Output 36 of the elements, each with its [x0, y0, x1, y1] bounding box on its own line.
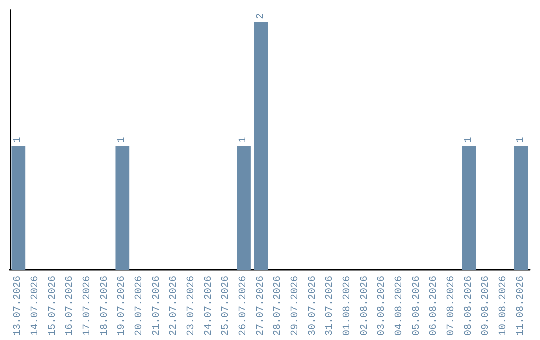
x-tick-label: 13.07.2026: [13, 276, 24, 336]
x-tick-label: 31.07.2026: [325, 276, 336, 336]
x-tick-label: 29.07.2026: [290, 276, 302, 336]
x-tick-label: 16.07.2026: [65, 276, 76, 336]
x-tick-label: 11.08.2026: [516, 276, 527, 336]
x-tick-label: 22.07.2026: [169, 276, 180, 336]
x-tick-label: 09.08.2026: [481, 276, 492, 336]
data-label: 1: [516, 137, 527, 144]
x-tick-label: 23.07.2026: [186, 276, 198, 336]
x-tick-label: 14.07.2026: [30, 276, 42, 336]
x-tick-label: 10.08.2026: [498, 276, 510, 336]
data-label: 1: [238, 137, 250, 144]
x-tick-label: 30.07.2026: [308, 276, 319, 336]
x-tick-label: 24.07.2026: [204, 276, 215, 336]
data-label: 2: [256, 13, 267, 20]
x-tick-label: 28.07.2026: [273, 276, 284, 336]
x-tick-label: 03.08.2026: [377, 276, 388, 336]
data-label: 1: [13, 137, 24, 144]
x-tick-label: 08.08.2026: [464, 276, 475, 336]
x-tick-label: 06.08.2026: [429, 276, 440, 336]
x-tick-label: 05.08.2026: [412, 276, 423, 336]
x-tick-label: 01.08.2026: [342, 276, 354, 336]
data-label: 1: [464, 137, 475, 144]
x-tick-label: 27.07.2026: [256, 276, 267, 336]
x-tick-label: 02.08.2026: [360, 276, 371, 336]
data-label: 1: [117, 137, 128, 144]
x-tick-label: 15.07.2026: [48, 276, 59, 336]
x-tick-label: 20.07.2026: [134, 276, 146, 336]
x-tick-label: 19.07.2026: [117, 276, 128, 336]
x-tick-label: 25.07.2026: [221, 276, 232, 336]
x-tick-label: 21.07.2026: [152, 276, 163, 336]
x-tick-label: 07.08.2026: [446, 276, 458, 336]
x-tick-label: 17.07.2026: [82, 276, 94, 336]
x-tick-label: 26.07.2026: [238, 276, 250, 336]
x-tick-label: 18.07.2026: [100, 276, 111, 336]
x-tick-label: 04.08.2026: [394, 276, 406, 336]
